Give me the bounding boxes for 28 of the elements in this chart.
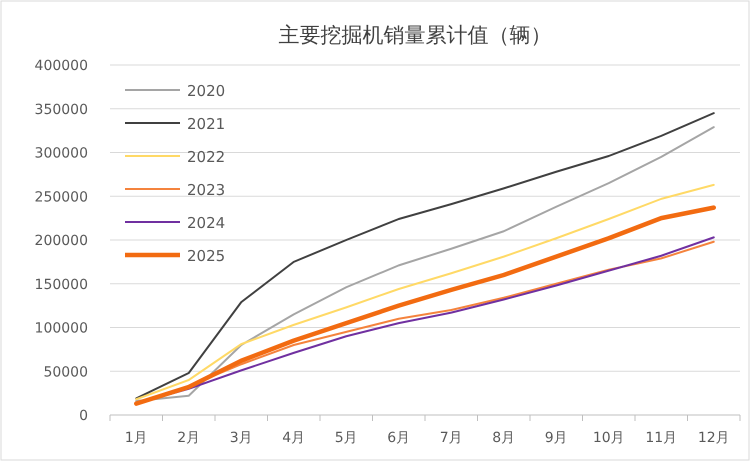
x-tick-label: 2月 (177, 430, 200, 446)
x-tick-label: 11月 (645, 430, 678, 446)
y-tick-label: 100000 (34, 320, 88, 336)
legend-label: 2022 (187, 148, 226, 166)
x-tick-label: 5月 (334, 430, 358, 446)
legend-label: 2021 (187, 115, 226, 133)
legend-label: 2020 (187, 82, 226, 100)
y-tick-label: 300000 (34, 146, 88, 162)
y-tick-label: 350000 (34, 102, 88, 118)
x-tick-label: 10月 (592, 430, 625, 446)
x-tick-label: 8月 (492, 430, 516, 446)
legend-label: 2023 (187, 181, 226, 199)
y-tick-label: 0 (79, 408, 88, 424)
legend-label: 2024 (187, 214, 226, 232)
x-tick-label: 12月 (698, 430, 730, 446)
x-tick-label: 1月 (124, 430, 148, 446)
y-tick-label: 150000 (34, 276, 88, 293)
chart-title: 主要挖掘机销量累计值（辆） (278, 23, 552, 47)
legend-label: 2025 (187, 247, 226, 265)
y-tick-label: 250000 (34, 189, 88, 206)
y-tick-label: 400000 (34, 58, 88, 74)
x-tick-label: 9月 (544, 430, 568, 446)
x-tick-label: 4月 (282, 430, 306, 446)
y-tick-label: 50000 (43, 364, 88, 380)
x-tick-label: 7月 (440, 430, 463, 446)
x-tick-label: 6月 (387, 430, 410, 446)
y-tick-label: 200000 (34, 233, 88, 249)
x-tick-label: 3月 (230, 430, 253, 446)
